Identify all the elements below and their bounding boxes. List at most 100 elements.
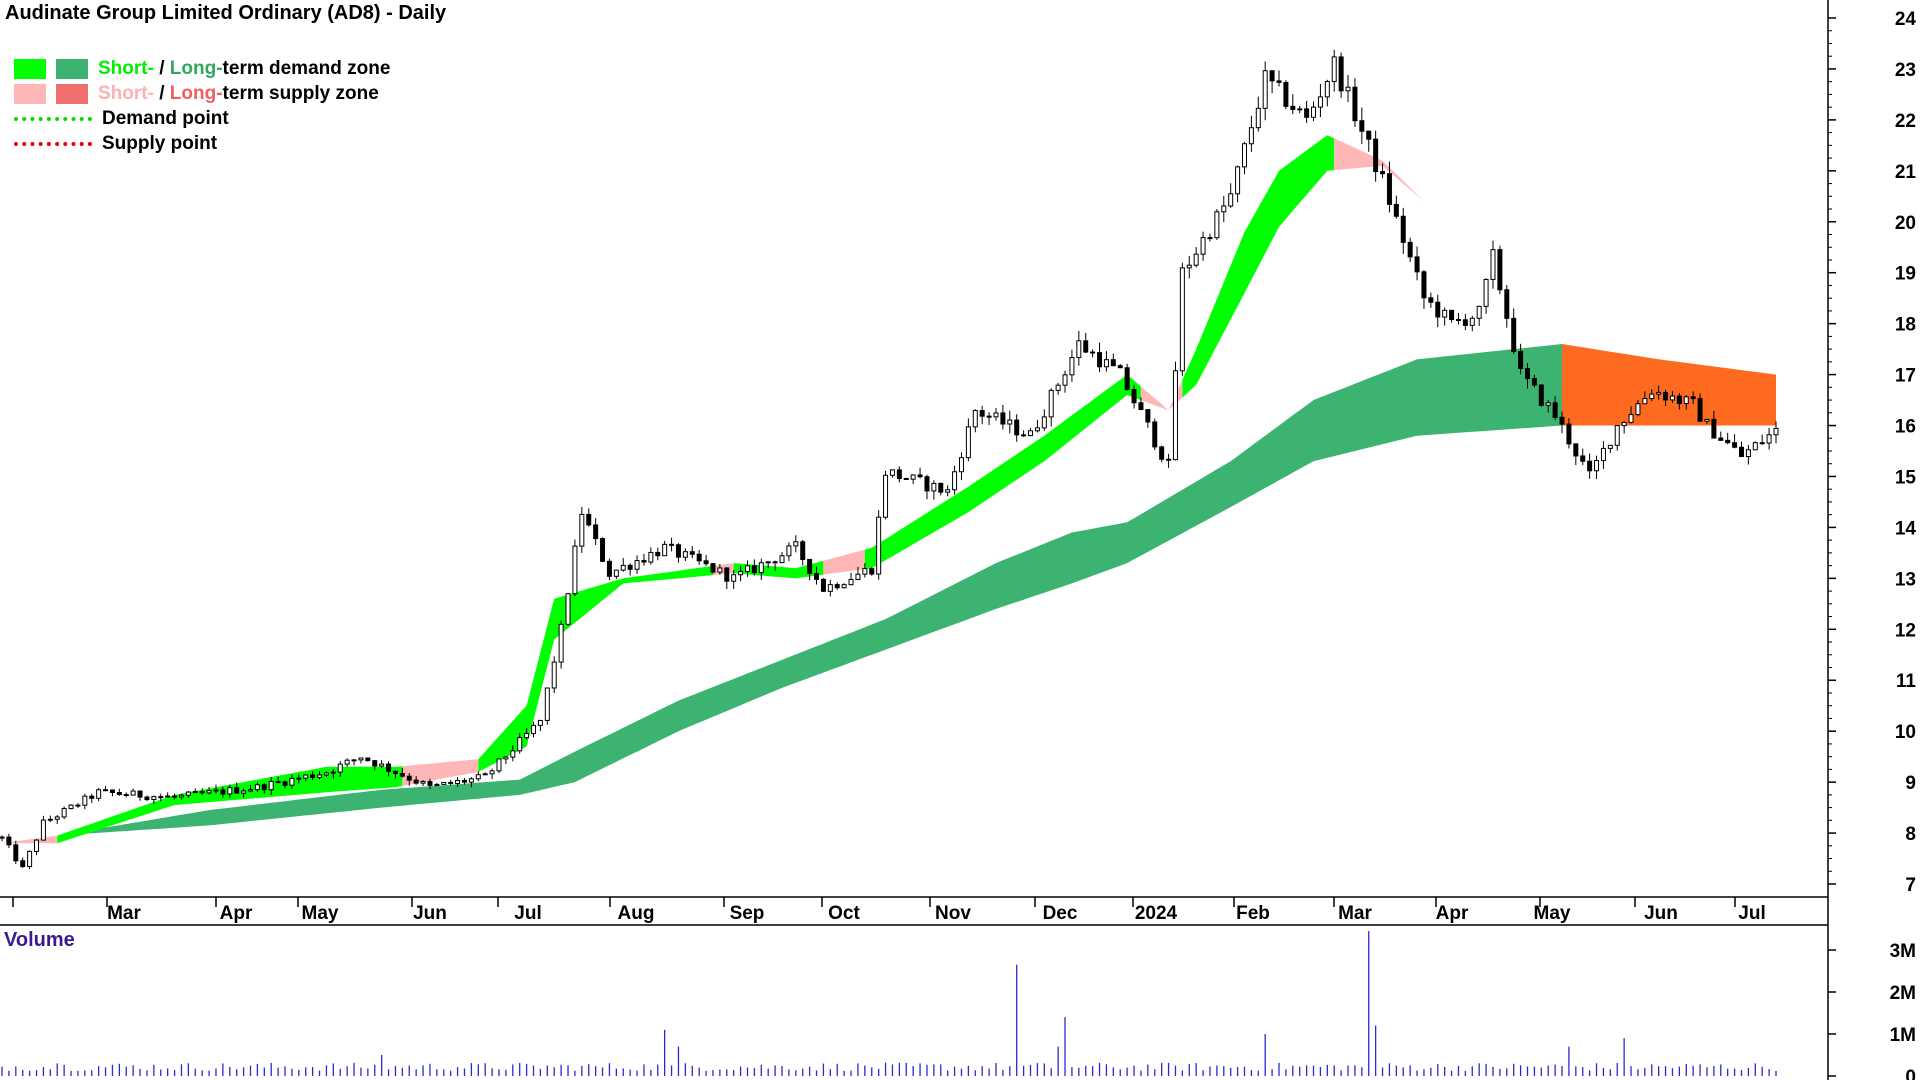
- candle-body: [848, 578, 854, 586]
- candle-body: [1476, 305, 1482, 319]
- candle-body: [524, 732, 530, 739]
- candle-body: [1421, 271, 1427, 299]
- candle-body: [952, 471, 958, 491]
- candle-body: [1048, 389, 1054, 418]
- short-term-supply-zone: [402, 759, 479, 786]
- legend-demand-long: Long-: [169, 57, 223, 79]
- candle: [1172, 361, 1178, 461]
- candle-body: [1587, 460, 1593, 472]
- candle-body: [1276, 80, 1282, 83]
- candle: [468, 777, 474, 788]
- candle: [475, 771, 481, 782]
- candle-body: [441, 781, 447, 785]
- candle: [1455, 312, 1461, 325]
- candle-body: [1131, 389, 1137, 404]
- candle: [1214, 208, 1220, 240]
- candle-body: [317, 774, 323, 778]
- candle-body: [558, 623, 564, 663]
- candle: [586, 508, 592, 527]
- candle-body: [1607, 444, 1613, 449]
- candle-body: [1511, 317, 1517, 353]
- candle: [1248, 115, 1254, 152]
- x-tick-label: Apr: [220, 903, 253, 924]
- price-tick-label: 9: [1905, 773, 1916, 794]
- candle-body: [876, 516, 882, 575]
- candle: [986, 412, 992, 425]
- candle-body: [1345, 86, 1351, 92]
- candle: [206, 787, 212, 795]
- candle-body: [351, 759, 357, 762]
- legend-supply-short: Short-: [98, 82, 154, 104]
- candle-body: [1518, 351, 1524, 370]
- candle: [717, 564, 723, 575]
- candle: [738, 565, 744, 582]
- price-tick-label: 17: [1895, 366, 1916, 387]
- candle-body: [655, 551, 661, 557]
- candle: [1083, 332, 1089, 354]
- candle-body: [779, 555, 785, 564]
- candle-body: [1766, 434, 1772, 444]
- candle-body: [1021, 434, 1027, 437]
- candle-body: [54, 816, 60, 820]
- x-tick-label: Mar: [1338, 903, 1372, 924]
- candle-body: [786, 545, 792, 557]
- candle: [1725, 432, 1731, 445]
- candle-body: [96, 789, 102, 799]
- x-tick-label: Nov: [935, 903, 971, 924]
- candle: [372, 759, 378, 771]
- candle: [75, 803, 81, 808]
- legend-demand-point: Demand point: [14, 106, 390, 131]
- candle-body: [634, 560, 640, 570]
- candle: [503, 756, 509, 765]
- candle: [399, 768, 405, 778]
- candle: [958, 452, 964, 481]
- candle-body: [1324, 80, 1330, 98]
- candle: [1483, 278, 1489, 314]
- candle-body: [579, 513, 585, 547]
- candle: [379, 760, 385, 769]
- candle: [1428, 292, 1434, 308]
- candle: [517, 732, 523, 754]
- candle-body: [151, 796, 157, 801]
- candle: [317, 771, 323, 780]
- candle-body: [482, 773, 488, 776]
- candle: [689, 546, 695, 559]
- candle-body: [710, 563, 716, 573]
- candle-body: [344, 759, 350, 765]
- candle-body: [958, 457, 964, 473]
- candle-body: [241, 790, 247, 794]
- candle: [1676, 393, 1682, 410]
- candle: [1649, 389, 1655, 402]
- candle-body: [641, 560, 647, 563]
- candle-body: [1297, 108, 1303, 111]
- candle: [130, 788, 136, 796]
- candle-body: [600, 538, 606, 562]
- candle: [703, 554, 709, 567]
- candle: [510, 745, 516, 762]
- candle: [282, 780, 288, 789]
- candle-body: [1110, 359, 1116, 367]
- candle-body: [1400, 215, 1406, 243]
- candle: [1600, 441, 1606, 469]
- candle-body: [247, 789, 253, 792]
- price-tick-label: 7: [1905, 875, 1916, 896]
- candle: [192, 788, 198, 794]
- candle-body: [1386, 173, 1392, 205]
- candle-body: [0, 836, 5, 839]
- candle-body: [1290, 105, 1296, 110]
- candle-body: [986, 415, 992, 418]
- price-tick-label: 14: [1895, 518, 1917, 539]
- candle-body: [1338, 56, 1344, 92]
- legend-supply-rest: term supply zone: [222, 82, 379, 104]
- x-tick-label: Jun: [413, 903, 447, 924]
- candle-body: [413, 779, 419, 784]
- candle: [1276, 70, 1282, 87]
- candle-body: [1221, 205, 1227, 213]
- candle: [1663, 389, 1669, 406]
- candle-body: [199, 791, 205, 794]
- candle-body: [1097, 352, 1103, 368]
- candle: [1490, 240, 1496, 289]
- candle-body: [1304, 108, 1310, 118]
- candle-body: [1283, 81, 1289, 107]
